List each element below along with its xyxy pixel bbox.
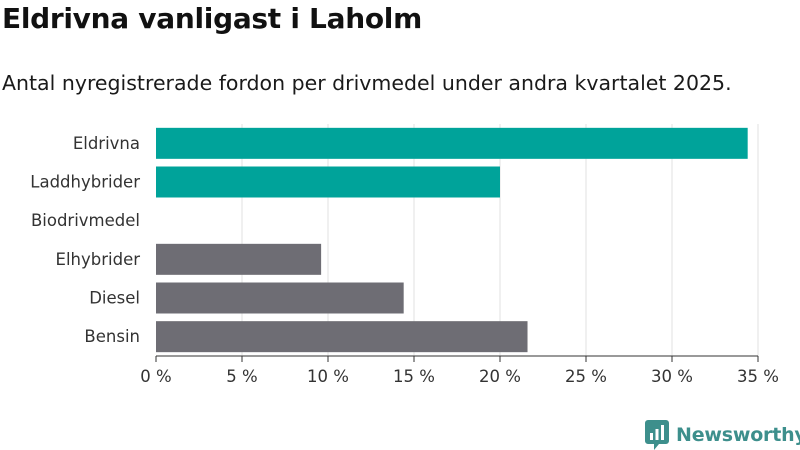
bar-4 <box>156 282 404 314</box>
x-tick-label-1: 5 % <box>226 367 257 386</box>
category-label-5: Bensin <box>84 327 140 346</box>
chart-subtitle: Antal nyregistrerade fordon per drivmede… <box>2 71 732 95</box>
category-label-3: Elhybrider <box>56 250 141 269</box>
x-tick-label-5: 25 % <box>565 367 607 386</box>
category-label-4: Diesel <box>89 289 140 308</box>
chart-title: Eldrivna vanligast i Laholm <box>2 2 422 35</box>
x-tick-label-6: 30 % <box>651 367 693 386</box>
bar-1 <box>156 166 500 198</box>
bar-0 <box>156 127 748 159</box>
bar-3 <box>156 243 322 275</box>
bar-5 <box>156 321 528 353</box>
category-label-1: Laddhybrider <box>30 173 140 192</box>
x-tick-label-3: 15 % <box>393 367 435 386</box>
x-tick-label-2: 10 % <box>307 367 349 386</box>
newsworthy-logo: Newsworthy <box>645 420 800 450</box>
newsworthy-logo-text: Newsworthy <box>676 424 800 446</box>
x-tick-label-7: 35 % <box>737 367 779 386</box>
newsworthy-logo-icon <box>645 420 669 450</box>
x-tick-label-0: 0 % <box>140 367 171 386</box>
category-label-2: Biodrivmedel <box>31 211 140 230</box>
x-tick-label-4: 20 % <box>479 367 521 386</box>
category-label-0: Eldrivna <box>73 134 140 153</box>
